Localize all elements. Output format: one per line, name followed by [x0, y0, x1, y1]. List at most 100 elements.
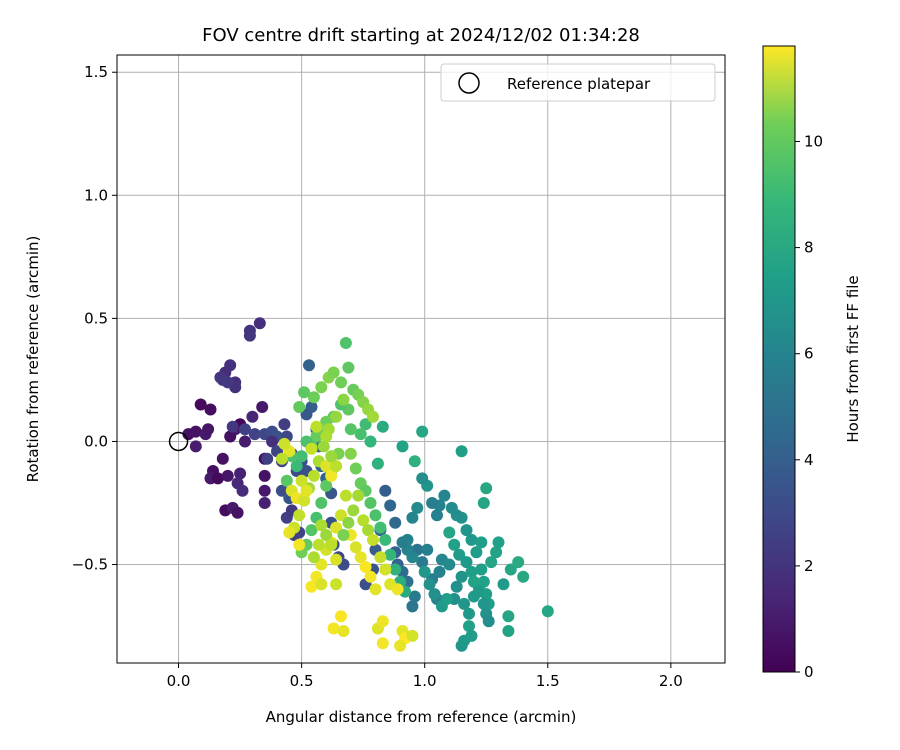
scatter-point: [379, 563, 392, 576]
scatter-point: [330, 578, 343, 591]
scatter-point: [465, 565, 478, 578]
scatter-point: [315, 578, 328, 591]
scatter-point: [406, 511, 419, 524]
reference-platepar-marker: [168, 431, 189, 452]
scatter-point: [384, 499, 397, 512]
scatter-point: [367, 410, 379, 423]
scatter-point: [408, 590, 421, 603]
scatter-point: [443, 558, 456, 571]
scatter-point: [310, 430, 323, 443]
y-tick-label: −0.5: [72, 556, 108, 574]
scatter-point: [347, 504, 360, 517]
scatter-point: [433, 565, 446, 578]
scatter-point: [482, 615, 495, 628]
scatter-point: [305, 524, 318, 537]
colorbar-tick-label: 0: [804, 663, 814, 681]
scatter-point: [335, 509, 347, 522]
scatter-point: [315, 519, 328, 532]
scatter-point: [443, 526, 456, 539]
scatter-point: [258, 497, 271, 509]
scatter-point: [204, 403, 217, 416]
scatter-point: [320, 479, 333, 492]
scatter-point: [189, 440, 202, 453]
scatter-point: [450, 580, 463, 593]
scatter-point: [465, 533, 478, 546]
scatter-point: [231, 506, 244, 519]
scatter-point: [221, 469, 234, 482]
scatter-point: [389, 516, 402, 529]
scatter-point: [298, 494, 311, 507]
scatter-point: [293, 401, 306, 413]
scatter-point: [327, 622, 340, 635]
scatter-point: [344, 447, 357, 460]
scatter-point: [359, 418, 372, 431]
scatter-point: [485, 556, 498, 569]
scatter-point: [253, 317, 266, 330]
scatter-point: [391, 583, 404, 596]
scatter-point: [339, 337, 352, 349]
scatter-point: [349, 462, 362, 475]
scatter-point: [364, 435, 377, 448]
scatter-point: [445, 501, 458, 514]
reference-marker-layer: [168, 431, 189, 452]
scatter-point: [369, 583, 382, 596]
scatter-point: [502, 625, 515, 637]
scatter-point: [384, 548, 397, 561]
scatter-point: [376, 420, 389, 433]
scatter-point: [315, 558, 328, 571]
colorbar-label: Hours from first FF file: [844, 275, 862, 442]
colorbar-tick-label: 4: [804, 451, 814, 469]
scatter-point: [290, 460, 303, 473]
scatter-point: [416, 472, 429, 485]
scatter-point: [330, 410, 343, 423]
scatter-point: [325, 538, 338, 551]
x-tick-label: 0.5: [290, 672, 314, 690]
scatter-point: [374, 521, 387, 534]
colorbar-tick-label: 6: [804, 345, 814, 363]
scatter-point: [239, 423, 251, 436]
scatter-point: [307, 469, 320, 482]
scatter-point: [216, 452, 229, 465]
x-tick-label: 2.0: [659, 672, 683, 690]
x-tick-label: 0.0: [167, 672, 191, 690]
scatter-point: [261, 452, 274, 465]
scatter-point: [315, 381, 328, 394]
scatter-point: [236, 484, 249, 497]
legend-label: Reference platepar: [507, 75, 651, 93]
scatter-point: [354, 428, 367, 441]
scatter-point: [211, 472, 224, 485]
scatter-point: [221, 376, 234, 389]
scatter-point: [337, 393, 350, 406]
scatter-point: [248, 428, 261, 441]
scatter-point: [194, 398, 207, 411]
x-axis-label: Angular distance from reference (arcmin): [266, 708, 577, 726]
scatter-point: [278, 437, 291, 450]
scatter-point: [497, 578, 510, 591]
legend: Reference platepar: [440, 63, 716, 102]
scatter-point: [226, 420, 239, 433]
x-tick-label: 1.5: [536, 672, 560, 690]
scatter-point: [477, 497, 490, 509]
scatter-point: [394, 639, 407, 652]
scatter-point: [202, 423, 215, 436]
scatter-point: [305, 442, 318, 455]
scatter-point: [266, 435, 279, 448]
scatter-point: [416, 425, 429, 438]
scatter-point: [490, 546, 503, 559]
colorbar-tick-label: 10: [804, 132, 823, 150]
scatter-point: [379, 533, 392, 546]
scatter-point: [475, 563, 488, 576]
colorbar: 0 2 4 6 8 10 Hours from first FF file: [762, 45, 862, 681]
scatter-point: [300, 484, 313, 497]
scatter-point: [448, 538, 461, 551]
scatter-point: [298, 386, 311, 399]
scatter-point: [463, 607, 475, 620]
scatter-point: [517, 570, 530, 583]
scatter-point: [303, 359, 315, 372]
scatter-point: [330, 521, 343, 534]
scatter-point: [423, 578, 436, 591]
scatter-point: [335, 610, 347, 623]
scatter-point: [396, 440, 409, 453]
scatter-point: [258, 484, 271, 497]
